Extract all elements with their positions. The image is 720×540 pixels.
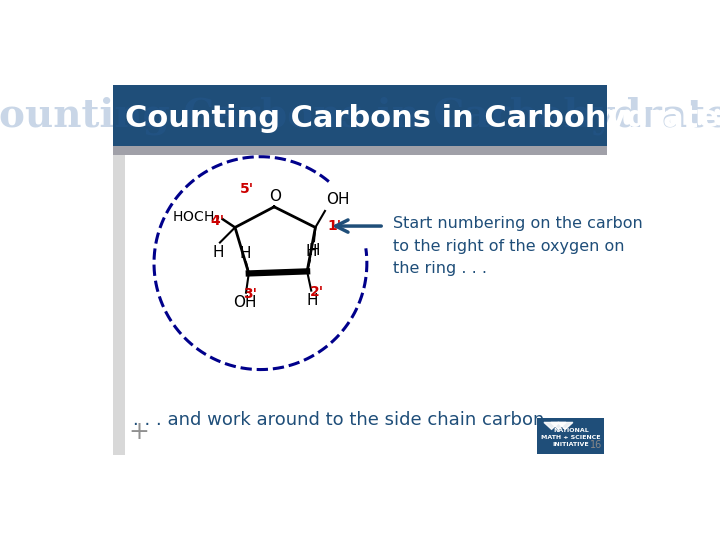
Text: Start numbering on the carbon
to the right of the oxygen on
the ring . . .: Start numbering on the carbon to the rig…	[393, 217, 643, 276]
Text: 2': 2'	[310, 285, 324, 299]
Text: +: +	[128, 421, 149, 444]
Text: Counting Carbons in Carbohydrates: Counting Carbons in Carbohydrates	[0, 96, 720, 135]
Bar	[113, 146, 607, 154]
Text: HOCH$_2$: HOCH$_2$	[173, 210, 221, 226]
Text: Counting Carbons in Carbohydrates: Counting Carbons in Carbohydrates	[125, 104, 720, 133]
Text: O: O	[269, 189, 281, 204]
Bar	[113, 154, 125, 455]
Text: H: H	[305, 244, 317, 259]
Text: 16: 16	[590, 440, 603, 450]
Text: NATIONAL
MATH + SCIENCE
INITIATIVE: NATIONAL MATH + SCIENCE INITIATIVE	[541, 428, 600, 447]
Text: H: H	[240, 246, 251, 261]
Text: OH: OH	[233, 295, 256, 310]
Bar	[537, 418, 605, 454]
Text: H: H	[308, 242, 320, 258]
Polygon shape	[551, 422, 566, 429]
Text: 5': 5'	[240, 182, 253, 196]
Text: H: H	[307, 293, 318, 308]
Bar	[113, 85, 607, 146]
Text: 4': 4'	[210, 213, 224, 227]
Polygon shape	[544, 422, 559, 429]
Text: 1': 1'	[328, 219, 342, 233]
Text: OH: OH	[326, 192, 350, 207]
Text: H: H	[213, 245, 225, 260]
Text: 3': 3'	[243, 287, 257, 301]
Text: . . . and work around to the side chain carbon.: . . . and work around to the side chain …	[133, 411, 551, 429]
Polygon shape	[558, 422, 573, 429]
